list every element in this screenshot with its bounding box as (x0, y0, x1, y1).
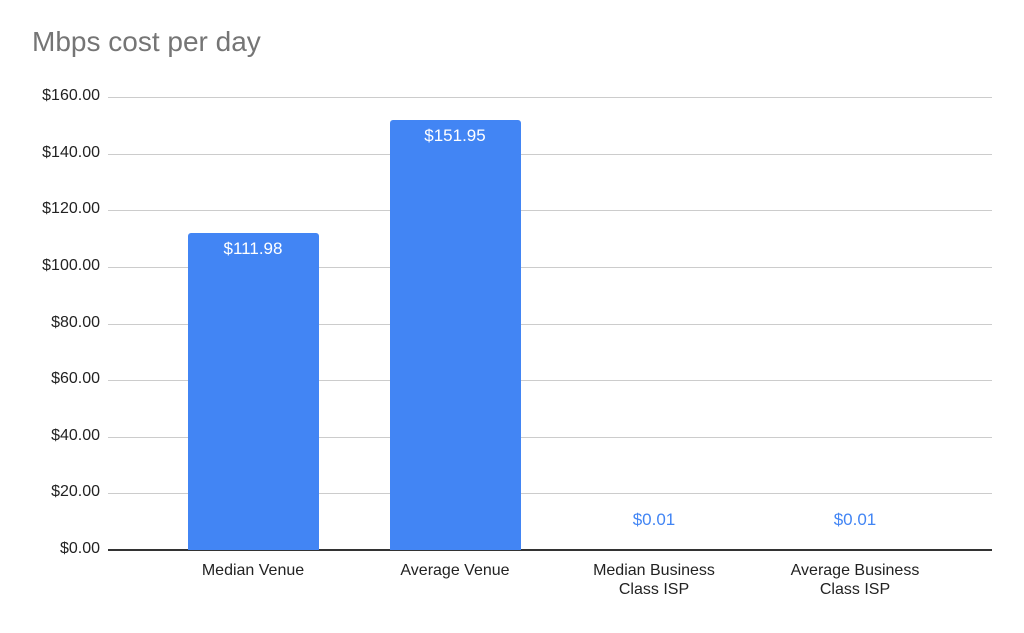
bar-value-label: $0.01 (833, 510, 877, 529)
y-tick-label: $60.00 (51, 370, 100, 387)
gridline (108, 210, 992, 211)
x-axis-line (108, 549, 992, 551)
x-tick-label: Average Business Class ISP (790, 562, 920, 598)
y-tick-label: $120.00 (42, 200, 100, 217)
bar-value-label: $111.98 (223, 238, 283, 258)
bar-value-label: $0.01 (632, 510, 676, 529)
gridline (108, 380, 992, 381)
gridline (108, 493, 992, 494)
gridline (108, 324, 992, 325)
gridline (108, 267, 992, 268)
y-tick-label: $20.00 (51, 483, 100, 500)
x-tick-label: Median Business Class ISP (593, 562, 715, 598)
y-tick-label: $0.00 (59, 540, 100, 557)
gridline (108, 154, 992, 155)
gridline (108, 97, 992, 98)
bar: $151.95 (389, 119, 521, 550)
gridline (108, 437, 992, 438)
chart-title: Mbps cost per day (32, 26, 261, 57)
y-tick-label: $40.00 (51, 427, 100, 444)
y-tick-label: $140.00 (42, 144, 100, 161)
x-tick-label: Average Venue (400, 562, 510, 579)
x-tick-label: Median Venue (201, 562, 305, 579)
y-tick-label: $160.00 (42, 87, 100, 104)
y-tick-label: $80.00 (51, 314, 100, 331)
bar: $111.98 (187, 232, 319, 550)
bar-value-label: $151.95 (424, 125, 486, 145)
y-tick-label: $100.00 (42, 257, 100, 274)
